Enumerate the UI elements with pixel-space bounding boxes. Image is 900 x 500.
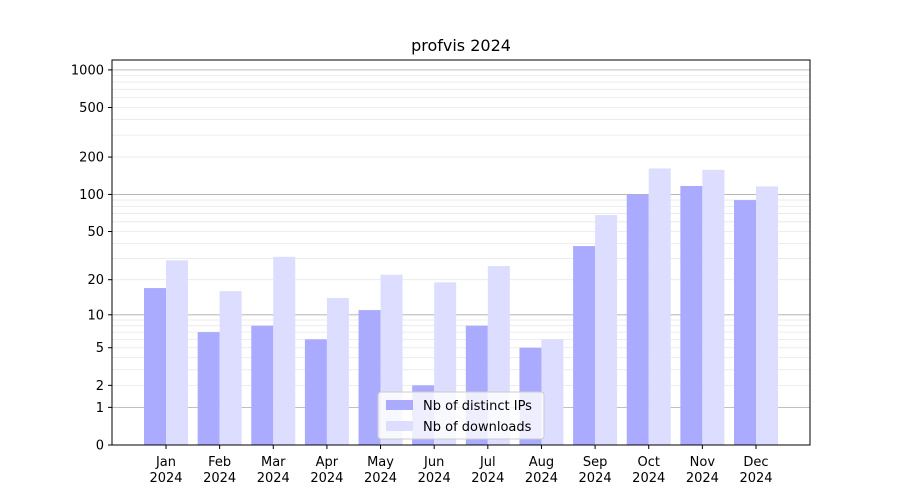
x-tick-label: Dec 2024 bbox=[739, 455, 772, 486]
bar-downloads bbox=[756, 186, 778, 445]
x-tick-label-line: 2024 bbox=[579, 471, 612, 486]
x-tick-label-line: Jul bbox=[479, 455, 496, 470]
bar-downloads bbox=[326, 297, 349, 445]
x-tick-label-line: 2024 bbox=[310, 471, 343, 486]
x-tick-label-line: Apr bbox=[316, 455, 339, 470]
bar-downloads bbox=[648, 168, 671, 445]
bar-distinct-ips bbox=[680, 185, 703, 445]
bar-distinct-ips bbox=[358, 310, 381, 445]
bar-distinct-ips bbox=[626, 194, 649, 445]
legend-swatch bbox=[386, 400, 413, 410]
bar-downloads bbox=[273, 256, 296, 445]
y-tick-label: 50 bbox=[87, 225, 104, 240]
y-tick-label: 1 bbox=[96, 401, 104, 416]
x-tick-label-line: May bbox=[367, 455, 394, 470]
x-tick-label: May 2024 bbox=[364, 455, 397, 486]
y-tick-label: 500 bbox=[79, 101, 104, 116]
y-axis: 0 1 2 5 10 20 50 100 200 500 1000 bbox=[71, 63, 112, 454]
x-tick-label: Mar 2024 bbox=[257, 455, 290, 486]
x-tick-label-line: Aug bbox=[529, 455, 554, 470]
bars bbox=[144, 168, 778, 445]
x-tick-label-line: Feb bbox=[208, 455, 231, 470]
y-tick-label: 20 bbox=[87, 273, 104, 288]
legend-label: Nb of distinct IPs bbox=[423, 399, 532, 414]
x-tick-label-line: 2024 bbox=[471, 471, 504, 486]
x-tick-label-line: 2024 bbox=[632, 471, 665, 486]
x-tick-label: Sep 2024 bbox=[579, 455, 612, 486]
x-tick-label-line: Jun bbox=[423, 455, 444, 470]
x-tick-label-line: 2024 bbox=[257, 471, 290, 486]
bar-distinct-ips bbox=[144, 288, 166, 445]
x-tick-label-line: 2024 bbox=[525, 471, 558, 486]
x-tick-label: Oct 2024 bbox=[632, 455, 665, 486]
bar-distinct-ips bbox=[251, 325, 274, 445]
bar-downloads bbox=[219, 291, 242, 445]
x-tick-label-line: 2024 bbox=[149, 471, 182, 486]
legend-swatch bbox=[386, 421, 413, 431]
x-tick-label-line: Dec bbox=[743, 455, 768, 470]
y-tick-label: 10 bbox=[87, 308, 104, 323]
x-tick-label: Jul 2024 bbox=[471, 455, 504, 486]
x-tick-label: Apr 2024 bbox=[310, 455, 343, 486]
x-tick-label-line: Nov bbox=[690, 455, 716, 470]
x-tick-label-line: Jan bbox=[155, 455, 176, 470]
x-tick-label-line: 2024 bbox=[418, 471, 451, 486]
x-tick-label-line: 2024 bbox=[686, 471, 719, 486]
x-tick-label-line: 2024 bbox=[203, 471, 236, 486]
bar-distinct-ips bbox=[573, 246, 596, 445]
bar-downloads bbox=[595, 215, 618, 445]
x-tick-label: Nov 2024 bbox=[686, 455, 719, 486]
x-tick-label: Jun 2024 bbox=[418, 455, 451, 486]
x-tick-label-line: 2024 bbox=[364, 471, 397, 486]
y-tick-label: 200 bbox=[79, 151, 104, 166]
y-tick-label: 1000 bbox=[71, 63, 104, 78]
legend-box bbox=[377, 391, 545, 440]
bar-downloads bbox=[166, 260, 188, 445]
x-tick-label-line: Oct bbox=[637, 455, 659, 470]
x-tick-label: Aug 2024 bbox=[525, 455, 558, 486]
y-tick-label: 100 bbox=[79, 188, 104, 203]
y-tick-label: 5 bbox=[96, 341, 104, 356]
x-tick-label: Jan 2024 bbox=[149, 455, 182, 486]
plot-frame bbox=[111, 59, 811, 446]
x-tick-label: Feb 2024 bbox=[203, 455, 236, 486]
bar-distinct-ips bbox=[304, 339, 327, 445]
bar-downloads bbox=[702, 169, 725, 445]
bar-distinct-ips bbox=[197, 332, 220, 445]
x-tick-label-line: 2024 bbox=[739, 471, 772, 486]
chart-title: profvis 2024 bbox=[411, 36, 511, 55]
y-tick-label: 2 bbox=[96, 379, 104, 394]
bar-downloads bbox=[541, 339, 564, 445]
x-tick-label-line: Mar bbox=[261, 455, 286, 470]
legend-label: Nb of downloads bbox=[423, 420, 532, 435]
bar-distinct-ips bbox=[734, 200, 756, 445]
x-tick-label-line: Sep bbox=[583, 455, 608, 470]
legend: Nb of distinct IPs Nb of downloads bbox=[377, 391, 545, 440]
y-tick-label: 0 bbox=[96, 439, 104, 454]
